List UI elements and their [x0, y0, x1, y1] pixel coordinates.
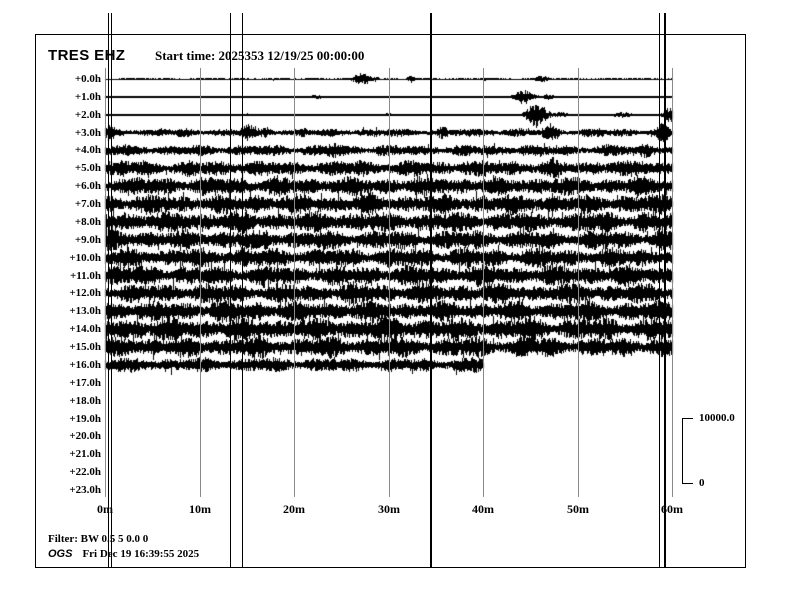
hour-row-label: +20.0h [69, 430, 101, 442]
minute-gridline [200, 68, 201, 497]
hour-row-label: +7.0h [74, 198, 101, 210]
minute-axis-label: 60m [661, 502, 683, 516]
hour-row-label: +5.0h [74, 162, 101, 174]
station-title: TRES EHZ [48, 47, 126, 64]
pick-line [108, 13, 109, 567]
agency-label: OGS [48, 548, 73, 560]
minute-axis-label: 40m [472, 502, 494, 516]
pick-line [230, 13, 231, 567]
hour-row-label: +4.0h [74, 144, 101, 156]
pick-line [242, 13, 243, 567]
hour-row-label: +10.0h [69, 252, 101, 264]
render-timestamp: Fri Dec 19 16:39:55 2025 [82, 548, 200, 560]
pick-line [430, 13, 432, 567]
hour-row-label: +23.0h [69, 484, 101, 496]
hour-row-label: +3.0h [74, 127, 101, 139]
start-time-label: Start time: 2025353 12/19/25 00:00:00 [155, 48, 365, 63]
minute-axis-label: 20m [283, 502, 305, 516]
pick-line [111, 13, 112, 567]
minute-axis-label: 30m [378, 502, 400, 516]
minute-axis-label: 0m [97, 502, 113, 516]
pick-line [659, 13, 660, 567]
scale-bracket-top-tick [682, 418, 693, 419]
hour-row-label: +19.0h [69, 413, 101, 425]
hour-row-label: +11.0h [69, 270, 101, 282]
minute-gridline [389, 68, 390, 497]
minute-axis-label: 10m [189, 502, 211, 516]
minute-gridline [105, 68, 106, 497]
scale-bracket-vertical [682, 418, 683, 484]
minute-axis-label: 50m [567, 502, 589, 516]
hour-row-label: +21.0h [69, 448, 101, 460]
scale-min-label: 0 [699, 477, 705, 489]
hour-row-label: +0.0h [74, 73, 101, 85]
minute-gridline [672, 68, 673, 497]
plot-frame [35, 34, 746, 568]
hour-row-label: +15.0h [69, 341, 101, 353]
hour-row-label: +12.0h [69, 287, 101, 299]
hour-row-label: +16.0h [69, 359, 101, 371]
hour-row-label: +18.0h [69, 395, 101, 407]
minute-gridline [483, 68, 484, 497]
credit-line: OGS Fri Dec 19 16:39:55 2025 [48, 548, 199, 561]
hour-row-label: +8.0h [74, 216, 101, 228]
hour-row-label: +1.0h [74, 91, 101, 103]
hour-row-label: +2.0h [74, 109, 101, 121]
hour-row-label: +9.0h [74, 234, 101, 246]
hour-row-label: +13.0h [69, 305, 101, 317]
scale-max-label: 10000.0 [699, 412, 735, 424]
hour-row-label: +17.0h [69, 377, 101, 389]
minute-gridline [578, 68, 579, 497]
scale-bracket-bottom-tick [682, 483, 693, 484]
hour-row-label: +14.0h [69, 323, 101, 335]
hour-row-label: +6.0h [74, 180, 101, 192]
minute-gridline [294, 68, 295, 497]
filter-label: Filter: BW 0.5 5 0.0 0 [48, 533, 149, 545]
hour-row-label: +22.0h [69, 466, 101, 478]
pick-line [664, 13, 666, 567]
